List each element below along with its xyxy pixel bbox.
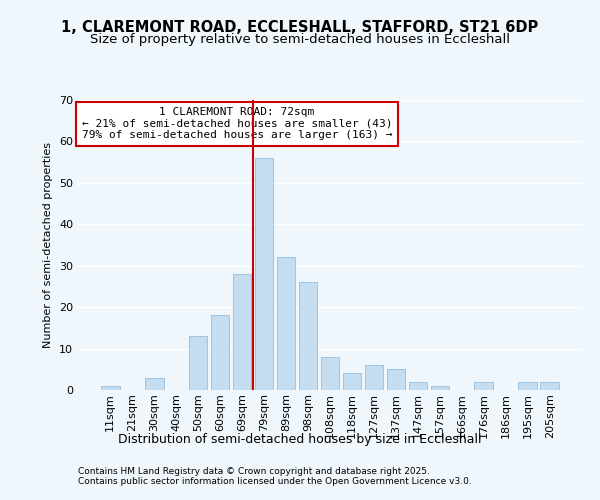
Text: Contains HM Land Registry data © Crown copyright and database right 2025.: Contains HM Land Registry data © Crown c…: [78, 468, 430, 476]
Bar: [233, 274, 251, 390]
Bar: [386, 370, 405, 390]
Text: 1, CLAREMONT ROAD, ECCLESHALL, STAFFORD, ST21 6DP: 1, CLAREMONT ROAD, ECCLESHALL, STAFFORD,…: [61, 20, 539, 35]
Bar: [211, 316, 229, 390]
Bar: [409, 382, 427, 390]
Text: 1 CLAREMONT ROAD: 72sqm
← 21% of semi-detached houses are smaller (43)
79% of se: 1 CLAREMONT ROAD: 72sqm ← 21% of semi-de…: [82, 108, 392, 140]
Text: Contains public sector information licensed under the Open Government Licence v3: Contains public sector information licen…: [78, 478, 472, 486]
Bar: [365, 365, 383, 390]
Bar: [320, 357, 340, 390]
Text: Distribution of semi-detached houses by size in Eccleshall: Distribution of semi-detached houses by …: [118, 432, 482, 446]
Y-axis label: Number of semi-detached properties: Number of semi-detached properties: [43, 142, 53, 348]
Bar: [255, 158, 274, 390]
Bar: [189, 336, 208, 390]
Bar: [431, 386, 449, 390]
Text: Size of property relative to semi-detached houses in Eccleshall: Size of property relative to semi-detach…: [90, 32, 510, 46]
Bar: [145, 378, 164, 390]
Bar: [277, 258, 295, 390]
Bar: [518, 382, 537, 390]
Bar: [475, 382, 493, 390]
Bar: [101, 386, 119, 390]
Bar: [343, 374, 361, 390]
Bar: [541, 382, 559, 390]
Bar: [299, 282, 317, 390]
